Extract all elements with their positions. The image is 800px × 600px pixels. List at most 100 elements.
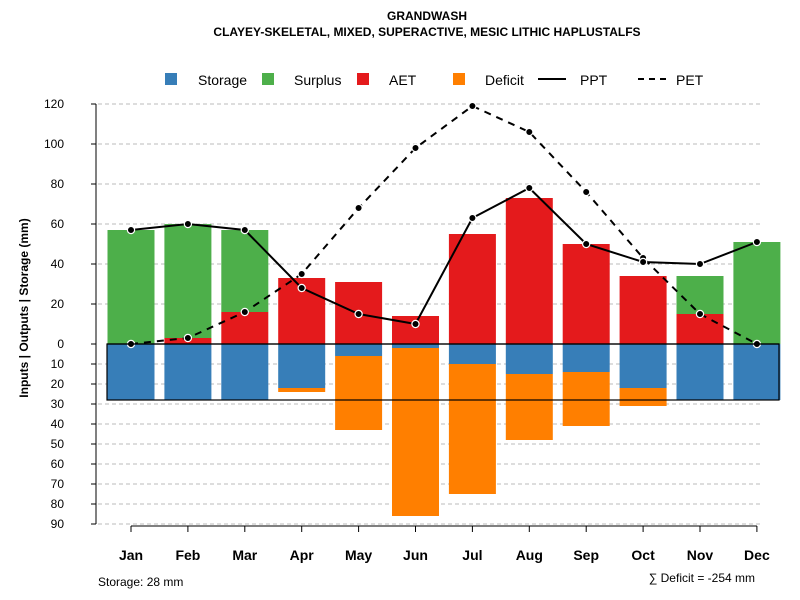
pet-line bbox=[130, 104, 758, 345]
legend-aet-swatch bbox=[357, 73, 369, 85]
y-tick-label: 30 bbox=[51, 397, 65, 411]
pet-point bbox=[240, 307, 249, 317]
y-tick-label: 50 bbox=[51, 437, 65, 451]
x-tick-label: Jan bbox=[119, 547, 143, 563]
deficit-bar bbox=[392, 348, 439, 516]
aet-bar bbox=[448, 234, 496, 344]
pet-point bbox=[297, 269, 306, 279]
surplus-bar bbox=[164, 224, 212, 338]
aet-bar bbox=[221, 312, 269, 344]
y-tick-label: 100 bbox=[44, 137, 64, 151]
bars bbox=[107, 198, 781, 516]
deficit-bar bbox=[619, 388, 667, 406]
legend-storage-swatch bbox=[165, 73, 177, 85]
legend: Storage Surplus AET Deficit PPT PET bbox=[165, 72, 704, 88]
y-tick-label: 0 bbox=[57, 337, 64, 351]
chart-title: GRANDWASH bbox=[387, 9, 467, 23]
x-tick-label: Nov bbox=[687, 547, 714, 563]
deficit-bar bbox=[278, 388, 326, 392]
storage-bar bbox=[733, 344, 781, 400]
aet-bar bbox=[619, 276, 667, 344]
deficit-sum-footnote: ∑ Deficit = -254 mm bbox=[649, 571, 755, 585]
storage-bar bbox=[164, 344, 212, 400]
ppt-point bbox=[297, 283, 306, 293]
legend-surplus-swatch bbox=[262, 73, 274, 85]
storage-bar bbox=[221, 344, 269, 400]
legend-surplus-label: Surplus bbox=[294, 72, 341, 88]
aet-bar bbox=[562, 244, 610, 344]
deficit-bar bbox=[562, 372, 610, 426]
ppt-point bbox=[695, 259, 705, 269]
x-tick-label: Jul bbox=[462, 547, 482, 563]
y-tick-label: 10 bbox=[51, 357, 65, 371]
ppt-point bbox=[752, 237, 762, 247]
ppt-point bbox=[411, 319, 420, 329]
storage-bar bbox=[392, 344, 439, 348]
legend-deficit-label: Deficit bbox=[485, 72, 524, 88]
pet-point bbox=[411, 143, 420, 153]
y-tick-label: 20 bbox=[51, 377, 65, 391]
ppt-point bbox=[525, 183, 534, 193]
ppt-point bbox=[126, 225, 136, 235]
surplus-bar bbox=[107, 230, 155, 344]
legend-deficit-swatch bbox=[453, 73, 465, 85]
deficit-bar bbox=[335, 356, 383, 430]
x-tick-label: Oct bbox=[631, 547, 655, 563]
storage-bar bbox=[448, 344, 496, 364]
legend-aet-label: AET bbox=[389, 72, 417, 88]
pet-point bbox=[354, 203, 363, 213]
surplus-bar bbox=[221, 230, 269, 312]
storage-bar bbox=[278, 344, 326, 388]
aet-bar bbox=[676, 314, 724, 344]
surplus-bar bbox=[733, 242, 781, 344]
pet-point bbox=[525, 127, 534, 137]
y-tick-label: 90 bbox=[51, 517, 65, 531]
y-tick-label: 40 bbox=[51, 417, 65, 431]
x-tick-label: Aug bbox=[516, 547, 543, 563]
y-tick-label: 70 bbox=[51, 477, 65, 491]
storage-bar bbox=[562, 344, 610, 372]
pet-point bbox=[468, 101, 477, 111]
pet-point bbox=[582, 187, 591, 197]
deficit-bar bbox=[448, 364, 496, 494]
surplus-bar bbox=[676, 276, 724, 314]
chart-subtitle: CLAYEY-SKELETAL, MIXED, SUPERACTIVE, MES… bbox=[213, 25, 640, 39]
pet-point bbox=[695, 309, 705, 319]
x-tick-label: Sep bbox=[573, 547, 599, 563]
x-tick-label: Mar bbox=[232, 547, 257, 563]
ppt-point bbox=[468, 213, 477, 223]
y-tick-label: 80 bbox=[51, 177, 65, 191]
ppt-line bbox=[130, 186, 758, 326]
storage-bar bbox=[107, 344, 155, 400]
ppt-point bbox=[240, 225, 249, 235]
y-tick-label: 60 bbox=[51, 457, 65, 471]
storage-bar bbox=[505, 344, 553, 374]
aet-bar bbox=[505, 198, 553, 344]
y-tick-label: 80 bbox=[51, 497, 65, 511]
deficit-bar bbox=[505, 374, 553, 440]
ppt-point bbox=[582, 239, 591, 249]
y-tick-label: 120 bbox=[44, 97, 64, 111]
legend-storage-label: Storage bbox=[198, 72, 247, 88]
ppt-point bbox=[638, 257, 648, 267]
legend-ppt-label: PPT bbox=[580, 72, 608, 88]
x-tick-label: Jun bbox=[403, 547, 428, 563]
pet-point bbox=[183, 333, 193, 343]
storage-bar bbox=[619, 344, 667, 388]
x-tick-label: May bbox=[345, 547, 372, 563]
y-axis-label: Inputs | Outputs | Storage (mm) bbox=[17, 218, 31, 397]
storage-footnote: Storage: 28 mm bbox=[98, 575, 183, 589]
axes: 120 100 80 60 40 20 0 10 20 30 40 50 60 70 80 90 Jan Feb M… bbox=[44, 97, 780, 563]
legend-pet-label: PET bbox=[676, 72, 704, 88]
y-tick-label: 40 bbox=[51, 257, 65, 271]
y-tick-label: 20 bbox=[51, 297, 65, 311]
x-tick-label: Dec bbox=[744, 547, 770, 563]
ppt-point bbox=[183, 219, 193, 229]
x-tick-label: Feb bbox=[175, 547, 200, 563]
ppt-point bbox=[354, 309, 363, 319]
storage-bar bbox=[676, 344, 724, 400]
storage-bar bbox=[335, 344, 383, 356]
x-tick-label: Apr bbox=[290, 547, 315, 563]
y-tick-label: 60 bbox=[51, 217, 65, 231]
